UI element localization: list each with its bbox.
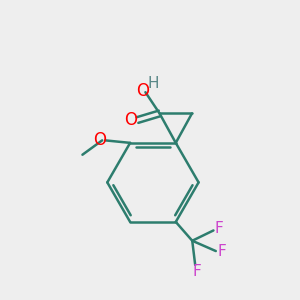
Text: F: F <box>217 244 226 259</box>
Text: H: H <box>147 76 158 92</box>
Text: O: O <box>93 131 106 149</box>
Text: O: O <box>124 111 137 129</box>
Text: F: F <box>192 264 201 279</box>
Text: F: F <box>215 221 224 236</box>
Text: O: O <box>136 82 149 100</box>
